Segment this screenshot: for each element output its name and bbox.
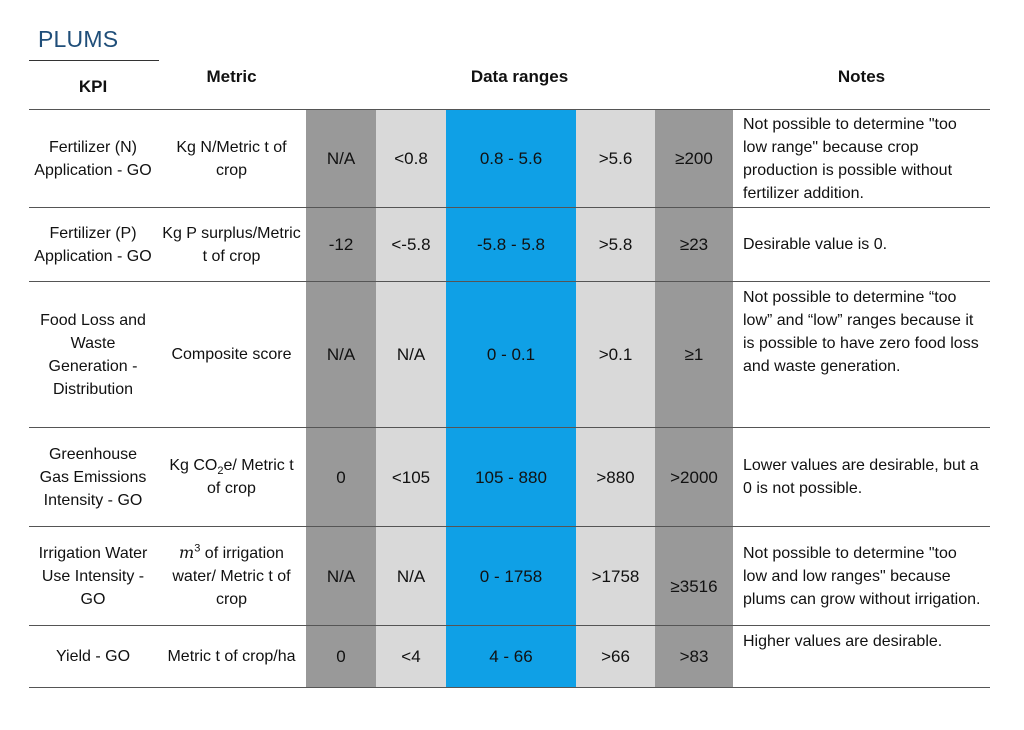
kpi-cell: Fertilizer (P) Application - GO [34, 224, 152, 265]
range-desirable: -5.8 - 5.8 [476, 235, 546, 254]
table-row: Greenhouse Gas Emissions Intensity - GO … [29, 428, 990, 526]
range-low: <105 [391, 467, 431, 487]
metric-cell: Kg N/Metric t of crop [176, 138, 287, 179]
row-rule [29, 207, 990, 208]
metric-cell: m3 of irrigation water/ Metric t of crop [157, 527, 306, 625]
range-too-high: >83 [679, 647, 709, 666]
range-desirable: 105 - 880 [475, 467, 547, 487]
range-low: <0.8 [394, 149, 428, 168]
metric-cell: Composite score [171, 346, 292, 363]
range-desirable: 4 - 66 [489, 647, 533, 666]
table-row: Fertilizer (N) Application - GO Kg N/Met… [29, 110, 990, 207]
header-kpi: KPI [78, 77, 108, 96]
range-too-low: N/A [326, 149, 356, 168]
notes-cell: Not possible to determine “too low” and … [743, 289, 979, 375]
range-too-low: 0 [336, 467, 346, 487]
metric-cell: Kg CO2e/ Metric t of crop [157, 428, 306, 526]
notes-cell: Not possible to determine "too low range… [743, 115, 957, 202]
table-row: Fertilizer (P) Application - GO Kg P sur… [29, 208, 990, 281]
metric-text: m3 of irrigation water/ Metric t of crop [172, 542, 291, 608]
kpi-cell: Fertilizer (N) Application - GO [34, 138, 152, 179]
band-desirable [446, 110, 576, 688]
range-too-low: 0 [336, 647, 346, 666]
range-too-low: -12 [328, 235, 354, 254]
metric-cell: Metric t of crop/ha [167, 648, 296, 665]
row-rule [29, 526, 990, 527]
kpi-cell: Irrigation Water Use Intensity - GO [38, 544, 148, 608]
page-title: PLUMS [38, 26, 119, 52]
range-high: >0.1 [598, 345, 633, 364]
range-low: <4 [401, 647, 421, 666]
kpi-cell: Food Loss and Waste Generation - Distrib… [40, 311, 146, 398]
band-low [376, 110, 446, 688]
range-high: >5.6 [598, 149, 633, 168]
range-high: >5.8 [598, 235, 633, 254]
row-rule [29, 281, 990, 282]
range-desirable: 0.8 - 5.6 [479, 149, 543, 168]
notes-cell: Lower values are desirable, but a 0 is n… [743, 457, 979, 497]
metric-text: Kg CO2e/ Metric t of crop [169, 457, 294, 497]
row-rule [29, 625, 990, 626]
notes-cell: Desirable value is 0. [743, 236, 888, 253]
band-too-low [306, 110, 376, 688]
metric-cell: Kg P surplus/Metric t of crop [162, 224, 301, 265]
range-high: >1758 [591, 566, 640, 586]
range-too-high: ≥1 [684, 345, 704, 364]
range-low: <-5.8 [391, 235, 431, 254]
range-desirable: 0 - 0.1 [486, 345, 536, 364]
range-low: N/A [396, 566, 426, 586]
table-row: Food Loss and Waste Generation - Distrib… [29, 282, 990, 427]
range-too-high: ≥3516 [670, 576, 718, 596]
kpi-cell: Greenhouse Gas Emissions Intensity - GO [39, 445, 147, 509]
table-bottom-rule [29, 687, 990, 688]
row-rule [29, 427, 990, 428]
range-too-high: >2000 [670, 467, 718, 487]
table-row: Yield - GO Metric t of crop/ha 0 <4 4 - … [29, 626, 990, 687]
kpi-data-table: KPI Metric Data ranges Notes Fertilizer … [29, 60, 990, 688]
notes-cell: Higher values are desirable. [743, 633, 943, 650]
table-row: Irrigation Water Use Intensity - GO m3 o… [29, 527, 990, 625]
range-low: N/A [396, 345, 426, 364]
kpi-cell: Yield - GO [55, 648, 131, 665]
range-too-low: N/A [326, 345, 356, 364]
band-too-high [655, 110, 733, 688]
range-desirable: 0 - 1758 [479, 566, 543, 586]
notes-cell: Not possible to determine "too low and l… [743, 544, 981, 608]
header-metric: Metric [206, 67, 257, 86]
range-too-low: N/A [326, 566, 356, 586]
header-data-ranges: Data ranges [470, 67, 569, 86]
title-underline [29, 60, 159, 61]
range-too-high: ≥200 [675, 149, 713, 168]
band-high [576, 110, 655, 688]
header-rule [29, 109, 990, 110]
range-high: >880 [596, 467, 635, 487]
range-too-high: ≥23 [679, 235, 709, 254]
header-notes: Notes [837, 67, 886, 86]
range-high: >66 [601, 647, 630, 666]
